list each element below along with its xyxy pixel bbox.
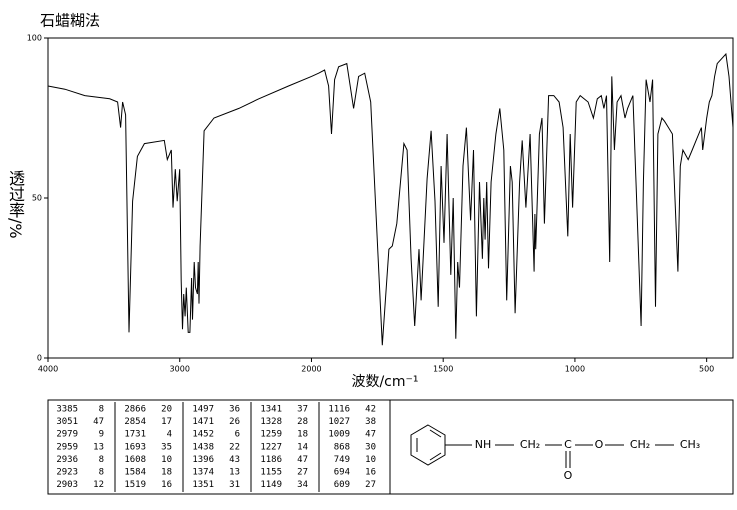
peak-transmittance: 37 <box>297 405 308 415</box>
peak-transmittance: 8 <box>99 455 104 465</box>
peak-transmittance: 17 <box>161 417 172 427</box>
peak-transmittance: 35 <box>161 442 172 452</box>
peak-transmittance: 13 <box>229 468 240 478</box>
peak-transmittance: 14 <box>297 442 308 452</box>
x-tick-label: 1000 <box>565 365 585 374</box>
y-tick-label: 100 <box>27 34 42 43</box>
x-tick-label: 4000 <box>38 365 58 374</box>
peak-wavenumber: 3051 <box>56 417 78 427</box>
peak-transmittance: 16 <box>365 468 376 478</box>
peak-transmittance: 22 <box>229 442 240 452</box>
peak-wavenumber: 2903 <box>56 480 78 490</box>
peak-wavenumber: 1584 <box>124 468 146 478</box>
peak-wavenumber: 2959 <box>56 442 78 452</box>
peak-wavenumber: 1116 <box>328 405 350 415</box>
peak-transmittance: 31 <box>229 480 240 490</box>
peak-wavenumber: 1155 <box>260 468 282 478</box>
peak-transmittance: 18 <box>161 468 172 478</box>
peak-transmittance: 42 <box>365 405 376 415</box>
peak-wavenumber: 1027 <box>328 417 350 427</box>
peak-wavenumber: 868 <box>334 442 350 452</box>
atom-label: C <box>564 438 572 451</box>
peak-wavenumber: 1452 <box>192 430 214 440</box>
peak-transmittance: 38 <box>365 417 376 427</box>
y-tick-label: 50 <box>32 194 42 203</box>
peak-transmittance: 20 <box>161 405 172 415</box>
peak-transmittance: 30 <box>365 442 376 452</box>
peak-transmittance: 28 <box>297 417 308 427</box>
atom-label: O <box>564 469 573 482</box>
atom-label: CH₃ <box>680 438 700 451</box>
peak-wavenumber: 1608 <box>124 455 146 465</box>
peak-transmittance: 16 <box>161 480 172 490</box>
peak-wavenumber: 1009 <box>328 430 350 440</box>
chart-title: 石蜡糊法 <box>40 12 100 30</box>
peak-wavenumber: 1351 <box>192 480 214 490</box>
peak-wavenumber: 1438 <box>192 442 214 452</box>
peak-wavenumber: 2923 <box>56 468 78 478</box>
y-tick-label: 0 <box>37 354 42 363</box>
peak-transmittance: 47 <box>297 455 308 465</box>
peak-transmittance: 34 <box>297 480 308 490</box>
spectrum-line <box>47 52 734 346</box>
peak-wavenumber: 1341 <box>260 405 282 415</box>
peak-transmittance: 9 <box>99 430 104 440</box>
atom-label: NH <box>475 438 492 451</box>
atom-label: O <box>595 438 604 451</box>
peak-transmittance: 4 <box>167 430 172 440</box>
peak-transmittance: 8 <box>99 405 104 415</box>
peak-transmittance: 47 <box>365 430 376 440</box>
plot-frame <box>47 37 734 359</box>
peak-transmittance: 8 <box>99 468 104 478</box>
peak-wavenumber: 1396 <box>192 455 214 465</box>
peak-wavenumber: 2979 <box>56 430 78 440</box>
atom-label: CH₂ <box>630 438 650 451</box>
y-axis-label: 透过率/% <box>6 170 25 239</box>
structure: NH CH₂ C O O CH₂ CH₃ <box>475 438 700 482</box>
peak-wavenumber: 1731 <box>124 430 146 440</box>
peak-transmittance: 6 <box>235 430 240 440</box>
peak-transmittance: 26 <box>229 417 240 427</box>
peak-transmittance: 10 <box>365 455 376 465</box>
peak-wavenumber: 2936 <box>56 455 78 465</box>
peak-wavenumber: 1497 <box>192 405 214 415</box>
x-axis-label: 波数/cm⁻¹ <box>351 374 418 390</box>
peak-transmittance: 10 <box>161 455 172 465</box>
structure-bonds <box>410 424 674 468</box>
peak-wavenumber: 1149 <box>260 480 282 490</box>
peak-transmittance: 12 <box>93 480 104 490</box>
atom-label: CH₂ <box>520 438 540 451</box>
peak-wavenumber: 749 <box>334 455 350 465</box>
peak-wavenumber: 1374 <box>192 468 214 478</box>
peak-transmittance: 18 <box>297 430 308 440</box>
x-tick-label: 3000 <box>170 365 190 374</box>
peak-wavenumber: 609 <box>334 480 350 490</box>
peak-transmittance: 47 <box>93 417 104 427</box>
peak-transmittance: 43 <box>229 455 240 465</box>
peak-wavenumber: 1328 <box>260 417 282 427</box>
peak-wavenumber: 1186 <box>260 455 282 465</box>
peak-wavenumber: 1693 <box>124 442 146 452</box>
peak-wavenumber: 1227 <box>260 442 282 452</box>
peak-transmittance: 36 <box>229 405 240 415</box>
peak-wavenumber: 2854 <box>124 417 146 427</box>
peak-wavenumber: 2866 <box>124 405 146 415</box>
x-tick-label: 1500 <box>433 365 453 374</box>
peak-wavenumber: 1519 <box>124 480 146 490</box>
peak-wavenumber: 694 <box>334 468 350 478</box>
x-tick-label: 2000 <box>301 365 321 374</box>
peak-wavenumber: 1259 <box>260 430 282 440</box>
x-tick-label: 500 <box>699 365 714 374</box>
peak-transmittance: 27 <box>297 468 308 478</box>
peak-transmittance: 13 <box>93 442 104 452</box>
peak-transmittance: 27 <box>365 480 376 490</box>
peak-wavenumber: 3385 <box>56 405 78 415</box>
peak-wavenumber: 1471 <box>192 417 214 427</box>
